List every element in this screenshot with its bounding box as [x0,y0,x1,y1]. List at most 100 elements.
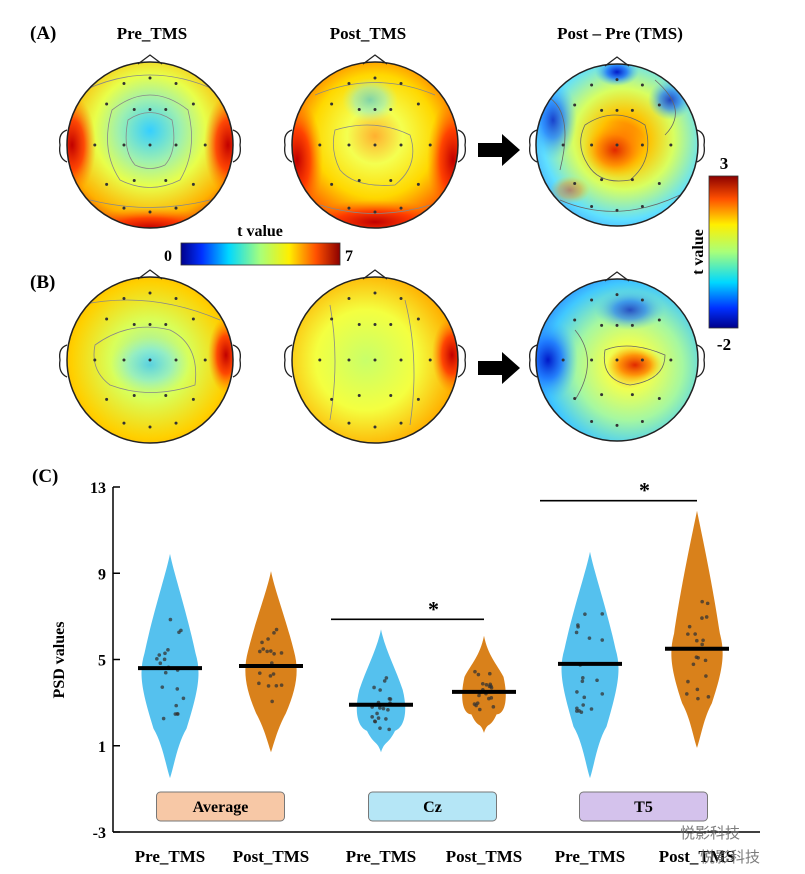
data-point [574,630,579,635]
data-point [378,726,382,730]
data-point [274,627,279,632]
electrode-dot [174,296,178,300]
electrode-dot [164,108,168,112]
data-point [473,669,477,674]
data-point [472,702,477,706]
electrode-dot [164,178,168,182]
colorbar-main-min: 0 [164,248,172,265]
electrode-dot [347,358,351,362]
data-point [701,638,705,643]
electrode-dot [640,143,644,147]
arrow-icon-b [478,352,520,384]
data-point [704,615,709,619]
colorbar-diff: 3 -2 t value [690,154,739,354]
colorbar-main: t value 0 7 [164,223,353,266]
electrode-dot [600,323,604,327]
electrode-dot [132,323,136,327]
data-point [158,661,163,666]
data-point [579,710,584,714]
electrode-dot [669,358,673,362]
electrode-dot [132,393,136,397]
electrode-dot [357,108,361,112]
data-point [387,727,391,732]
electrode-dot [573,103,577,107]
electrode-dot [357,393,361,397]
data-point [266,637,270,641]
electrode-dot [373,76,377,80]
electrode-dot [122,358,126,362]
data-point [373,719,378,724]
electrode-dot [105,397,109,401]
data-point [376,716,381,720]
electrode-dot [148,425,152,429]
electrode-dot [640,420,644,424]
data-point [686,679,690,684]
electrode-dot [399,421,403,425]
electrode-dot [600,178,604,182]
data-point [600,638,605,642]
data-point [161,716,166,721]
watermark-text-2: 悦影科技 [700,849,760,866]
data-point [691,662,696,667]
electrode-dot [399,296,403,300]
electrode-dot [416,317,420,321]
electrode-dot [669,143,673,147]
data-point [162,657,167,662]
y-tick-label: -3 [93,825,106,842]
electrode-dot [330,102,334,106]
data-point [487,684,492,689]
electrode-dot [428,358,432,362]
x-tick-label: Pre_TMS [555,847,626,866]
violin-chart: PSD values 13 9 5 1 -3 Average Cz T5 Pre_TMS Po… [51,478,760,866]
data-point [487,671,492,676]
data-point [581,703,585,707]
topomap-diff-b [529,271,705,442]
electrode-dot [657,396,661,400]
data-point [696,696,700,701]
watermark-text: 悦影科技 [680,825,740,842]
electrode-dot [347,143,351,147]
data-point [274,684,279,688]
header-post: Post_TMS [330,24,407,43]
group-box-average [156,791,285,822]
electrode-dot [615,323,619,327]
electrode-dot [148,358,152,362]
data-point [272,631,276,635]
data-point [157,653,162,657]
topomap-pre-b [59,269,241,444]
electrode-dot [573,396,577,400]
data-point [265,649,269,654]
electrode-dot [600,108,604,112]
data-point [175,687,180,691]
electrode-dot [657,181,661,185]
data-point [279,651,284,655]
group-box-cz [368,791,497,822]
data-point [705,601,710,606]
electrode-dot [373,108,377,112]
electrode-dot [122,206,126,210]
data-point [163,670,168,675]
panel-label-c: (C) [32,466,58,487]
electrode-dot [416,397,420,401]
violin-average-pre-tms [141,553,199,779]
data-point [476,672,481,677]
data-point [706,695,711,699]
electrode-dot [561,358,565,362]
data-point [478,707,482,712]
data-point [384,717,388,721]
data-point [595,678,599,683]
electrode-dot [357,323,361,327]
data-point [600,612,605,616]
electrode-dot [590,298,594,302]
data-point [384,676,389,680]
electrode-dot [640,358,644,362]
electrode-dot [590,83,594,87]
electrode-dot [148,143,152,147]
electrode-dot [122,421,126,425]
data-point [160,685,165,689]
header-pre: Pre_TMS [117,24,188,43]
data-point [575,706,579,711]
electrode-dot [330,317,334,321]
electrode-dot [191,397,195,401]
data-point [370,715,374,719]
